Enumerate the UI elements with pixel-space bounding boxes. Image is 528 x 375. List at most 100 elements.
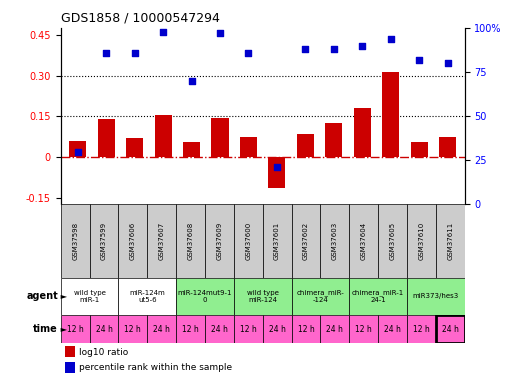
Text: ►: ► (58, 324, 67, 334)
Bar (147, 315, 176, 343)
Bar (61, 278, 118, 315)
Text: GSM37601: GSM37601 (274, 222, 280, 260)
Point (358, 43, 366, 49)
Point (130, 50, 139, 56)
Bar (291, 278, 349, 315)
Text: 12 h: 12 h (298, 324, 314, 334)
Text: log10 ratio: log10 ratio (79, 348, 128, 357)
Text: 24 h: 24 h (153, 324, 170, 334)
Text: agent: agent (26, 291, 58, 301)
Text: GSM37598: GSM37598 (72, 222, 78, 260)
Bar (263, 204, 291, 278)
Text: 12 h: 12 h (67, 324, 83, 334)
Bar (291, 315, 320, 343)
Bar (90, 315, 118, 343)
Text: chimera_miR-1
24-1: chimera_miR-1 24-1 (352, 290, 404, 303)
Text: 24 h: 24 h (269, 324, 286, 334)
Bar (118, 315, 147, 343)
Bar (354, 108, 371, 157)
Text: GSM37607: GSM37607 (159, 222, 165, 260)
Text: GSM37599: GSM37599 (101, 222, 107, 260)
Bar (234, 204, 262, 278)
Bar (382, 72, 399, 157)
Point (415, 57, 423, 63)
Bar (349, 278, 407, 315)
Text: 24 h: 24 h (384, 324, 401, 334)
Bar (183, 142, 200, 157)
Bar (407, 204, 436, 278)
Text: 24 h: 24 h (96, 324, 112, 334)
Bar (349, 315, 378, 343)
Bar (65, 362, 75, 374)
Text: miR373/hes3: miR373/hes3 (413, 293, 459, 299)
Text: chimera_miR-
-124: chimera_miR- -124 (297, 290, 344, 303)
Bar (263, 315, 291, 343)
Text: miR-124m
ut5-6: miR-124m ut5-6 (129, 290, 165, 303)
Text: 12 h: 12 h (125, 324, 141, 334)
Bar (118, 278, 176, 315)
Bar (205, 315, 234, 343)
Bar (436, 315, 465, 343)
Bar (147, 204, 176, 278)
Text: 24 h: 24 h (442, 324, 459, 334)
Text: 12 h: 12 h (413, 324, 430, 334)
Text: GSM37604: GSM37604 (361, 222, 366, 260)
Bar (320, 315, 349, 343)
Text: GSM37602: GSM37602 (303, 222, 309, 260)
Bar (234, 315, 262, 343)
Bar (234, 278, 291, 315)
Bar (407, 278, 465, 315)
Bar (320, 204, 349, 278)
Bar (378, 204, 407, 278)
Bar (61, 204, 90, 278)
Point (187, 78, 196, 84)
Bar (411, 142, 428, 157)
Text: ►: ► (58, 292, 67, 301)
Text: GDS1858 / 10000547294: GDS1858 / 10000547294 (61, 11, 220, 24)
Text: 24 h: 24 h (326, 324, 343, 334)
Bar (126, 138, 143, 157)
Bar (69, 141, 86, 157)
Bar (297, 134, 314, 157)
Bar (176, 204, 205, 278)
Bar (378, 315, 407, 343)
Text: 24 h: 24 h (211, 324, 228, 334)
Bar (61, 315, 90, 343)
Text: GSM37606: GSM37606 (130, 222, 136, 260)
Text: GSM37609: GSM37609 (216, 222, 222, 260)
Bar (436, 204, 465, 278)
Point (272, 164, 281, 170)
Bar (212, 118, 229, 157)
Point (386, 36, 395, 42)
Text: 12 h: 12 h (355, 324, 372, 334)
Text: GSM37603: GSM37603 (332, 222, 338, 260)
Bar (291, 204, 320, 278)
Text: miR-124mut9-1
0: miR-124mut9-1 0 (178, 290, 232, 303)
Text: GSM37608: GSM37608 (187, 222, 194, 260)
Point (444, 60, 452, 66)
Point (102, 50, 110, 56)
Bar (268, 157, 286, 188)
Bar (98, 119, 115, 157)
Text: GSM37600: GSM37600 (245, 222, 251, 260)
Bar (349, 204, 378, 278)
Text: percentile rank within the sample: percentile rank within the sample (79, 363, 232, 372)
Bar (325, 123, 342, 157)
Bar (65, 346, 75, 357)
Point (216, 30, 224, 36)
Bar (439, 136, 456, 157)
Bar (205, 204, 234, 278)
Point (329, 46, 338, 52)
Bar (176, 278, 234, 315)
Text: GSM37611: GSM37611 (447, 222, 453, 260)
Text: time: time (33, 324, 58, 334)
Text: 12 h: 12 h (182, 324, 199, 334)
Bar (176, 315, 205, 343)
Text: wild type
miR-124: wild type miR-124 (247, 290, 279, 303)
Bar (155, 115, 172, 157)
Text: GSM37605: GSM37605 (390, 222, 395, 260)
Text: wild type
miR-1: wild type miR-1 (73, 290, 106, 303)
Point (301, 46, 309, 52)
Point (159, 28, 167, 34)
Bar (240, 136, 257, 157)
